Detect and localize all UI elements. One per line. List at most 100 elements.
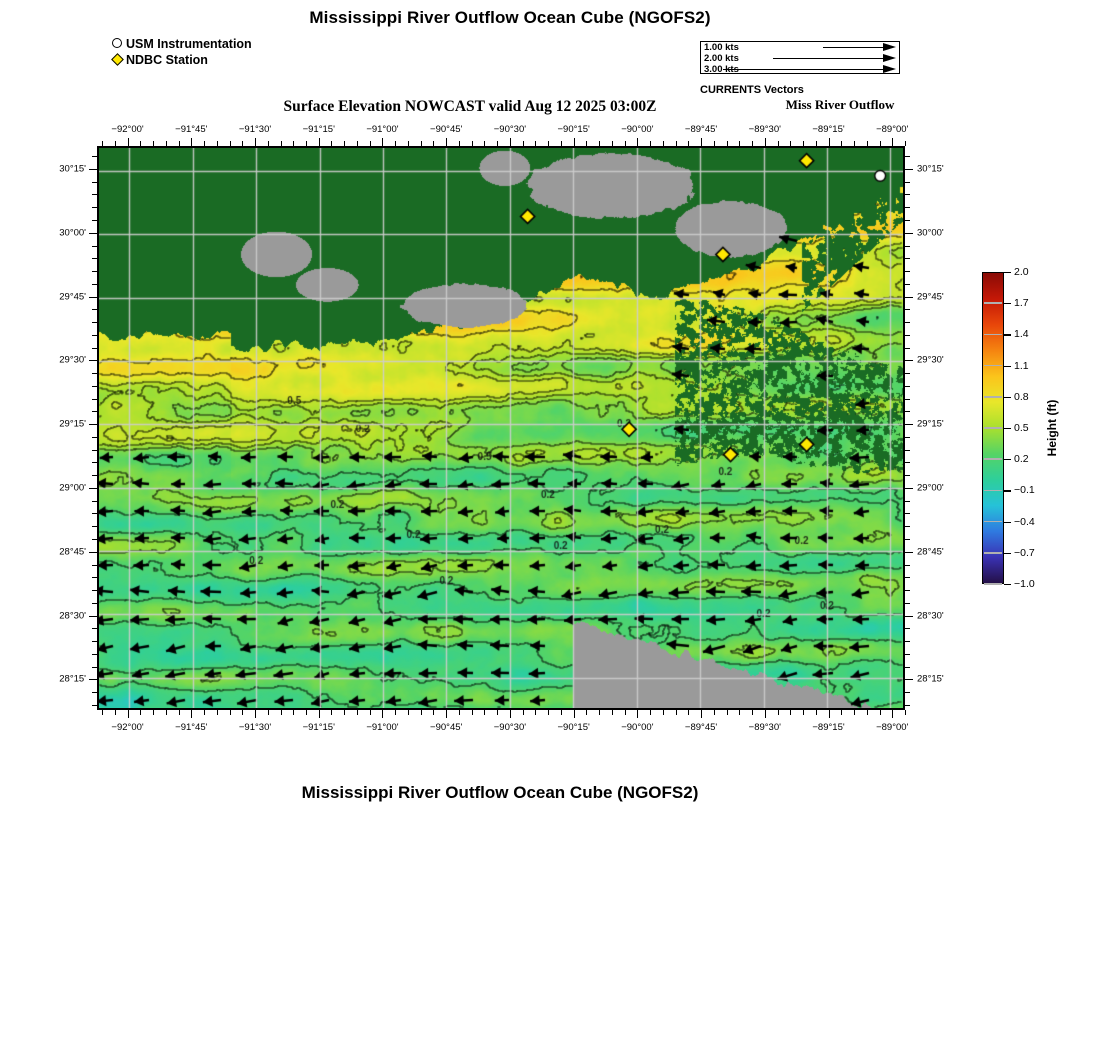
map-canvas[interactable]: [99, 148, 903, 708]
x-axis-label: −89°30': [748, 124, 781, 135]
y-minor-tick: [92, 526, 97, 528]
y-minor-tick: [92, 220, 97, 221]
x-minor-tick: [356, 710, 358, 715]
x-major-tick: [318, 710, 320, 718]
x-major-tick: [573, 138, 575, 146]
x-axis-label: −89°15': [812, 124, 845, 135]
x-axis-label: −89°00': [876, 124, 909, 135]
x-minor-tick: [293, 710, 295, 715]
x-minor-tick: [803, 141, 805, 146]
x-minor-tick: [229, 141, 231, 146]
colorbar-tick-label: −1.0: [1014, 578, 1035, 590]
x-minor-tick: [650, 141, 652, 146]
y-minor-tick: [92, 283, 97, 285]
x-minor-tick: [879, 710, 881, 715]
y-major-tick: [905, 168, 913, 170]
x-minor-tick: [344, 141, 346, 146]
y-minor-tick: [905, 462, 910, 464]
x-minor-tick: [484, 710, 486, 715]
y-minor-tick: [905, 526, 910, 528]
x-axis-label: −92°00': [111, 722, 144, 733]
y-minor-tick: [905, 704, 910, 706]
x-minor-tick: [599, 141, 601, 146]
x-minor-tick: [650, 710, 652, 715]
y-minor-tick: [92, 347, 97, 349]
y-minor-tick: [905, 590, 910, 592]
colorbar-tick: [1004, 365, 1011, 367]
x-minor-tick: [675, 141, 677, 146]
map-plot-area[interactable]: [97, 146, 905, 710]
x-minor-tick: [611, 141, 613, 146]
y-minor-tick: [92, 628, 97, 630]
x-major-tick: [255, 138, 257, 146]
x-minor-tick: [306, 141, 307, 146]
colorbar-tick: [1004, 334, 1011, 336]
x-axis-label: −89°30': [748, 722, 781, 733]
y-major-tick: [89, 232, 97, 234]
x-axis-label: −91°00': [366, 124, 399, 135]
x-minor-tick: [548, 141, 550, 146]
legend-item-ndbc: NDBC Station: [110, 52, 252, 68]
y-minor-tick: [92, 385, 97, 387]
y-minor-tick: [92, 258, 97, 260]
x-major-tick: [255, 710, 257, 718]
colorbar-tick: [1004, 521, 1011, 523]
page-title: Mississippi River Outflow Ocean Cube (NG…: [309, 8, 711, 27]
x-minor-tick: [522, 710, 524, 715]
y-major-tick: [89, 615, 97, 617]
x-minor-tick: [803, 710, 805, 715]
x-major-tick: [191, 710, 193, 718]
x-major-tick: [446, 138, 448, 146]
y-minor-tick: [905, 628, 910, 630]
y-minor-tick: [905, 245, 910, 247]
colorbar-tick: [1004, 272, 1011, 274]
x-minor-tick: [905, 141, 906, 146]
colorbar-tick-label: 1.7: [1014, 297, 1029, 310]
colorbar-separator: [983, 520, 1003, 523]
y-axis-label: 28°30': [917, 610, 944, 622]
y-major-tick: [905, 296, 913, 298]
y-minor-tick: [905, 564, 910, 566]
vector-legend-row: 3.00 kts: [701, 64, 899, 75]
y-minor-tick: [92, 436, 97, 438]
colorbar-separator: [983, 427, 1003, 429]
x-axis-label: −91°30': [238, 722, 272, 733]
x-minor-tick: [114, 141, 116, 146]
x-minor-tick: [114, 710, 116, 715]
y-minor-tick: [905, 436, 910, 438]
x-minor-tick: [216, 141, 218, 146]
colorbar-separator: [983, 458, 1003, 460]
colorbar-tick-label: 1.4: [1014, 328, 1029, 341]
x-major-tick: [446, 710, 448, 718]
colorbar-tick: [1004, 459, 1011, 461]
x-major-tick: [892, 710, 894, 718]
colorbar-separator: [983, 489, 1003, 492]
x-minor-tick: [777, 141, 779, 146]
x-axis-label: −90°30': [493, 124, 527, 135]
x-minor-tick: [739, 141, 741, 146]
colorbar-separator: [983, 552, 1003, 554]
x-major-tick: [764, 138, 766, 146]
x-minor-tick: [688, 710, 690, 715]
y-minor-tick: [905, 334, 910, 336]
y-minor-tick: [92, 539, 97, 540]
colorbar-tick-label: 1.1: [1014, 359, 1029, 372]
x-minor-tick: [140, 710, 142, 715]
x-minor-tick: [866, 141, 868, 146]
x-minor-tick: [471, 710, 473, 715]
x-minor-tick: [153, 141, 155, 146]
x-major-tick: [127, 710, 129, 718]
y-major-tick: [905, 487, 913, 489]
x-minor-tick: [879, 141, 881, 146]
x-minor-tick: [841, 141, 843, 146]
y-minor-tick: [92, 666, 97, 668]
colorbar-separator: [983, 302, 1003, 304]
x-minor-tick: [216, 710, 218, 715]
x-major-tick: [382, 138, 384, 146]
x-axis-label: −89°00': [876, 722, 909, 733]
x-minor-tick: [484, 141, 486, 146]
x-minor-tick: [586, 710, 588, 715]
x-minor-tick: [611, 710, 613, 715]
x-minor-tick: [560, 141, 562, 146]
colorbar-tick-label: −0.4: [1014, 515, 1035, 528]
